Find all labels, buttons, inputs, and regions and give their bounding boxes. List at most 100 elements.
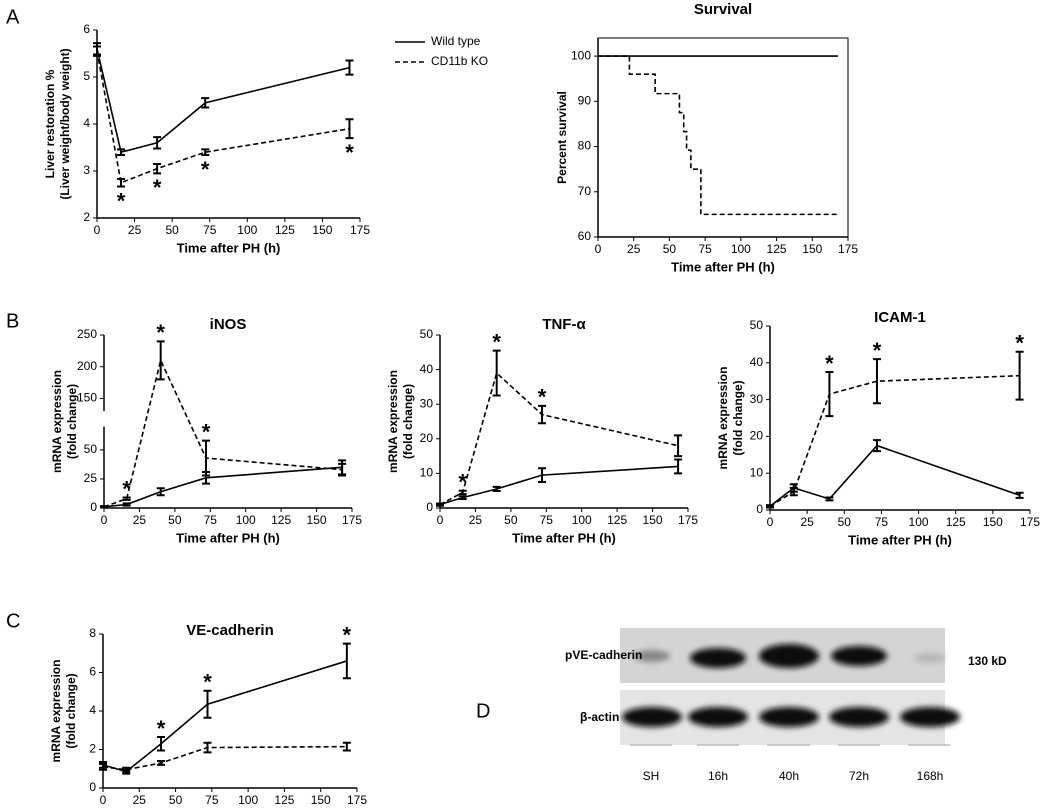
- y-tick-label: 30: [420, 396, 434, 410]
- x-tick-label: 100: [572, 513, 592, 527]
- significance-mark: *: [343, 622, 352, 647]
- panel-label: D: [476, 700, 490, 722]
- y-tick-label: 70: [578, 184, 592, 198]
- x-tick-label: 75: [203, 223, 217, 237]
- error-bar: [153, 162, 162, 175]
- legend-label: CD11b KO: [431, 54, 488, 68]
- error-bar: [825, 496, 834, 502]
- x-tick-label: 150: [312, 223, 332, 237]
- error-bar: [156, 487, 165, 497]
- series-line: [103, 357, 343, 508]
- blot-band: [622, 707, 682, 727]
- plot-frame: [597, 37, 849, 238]
- error-bar: [674, 458, 683, 475]
- x-tick-label: 50: [169, 793, 183, 807]
- y-tick-label: 3: [83, 163, 90, 177]
- lane-label: 16h: [708, 769, 728, 783]
- y-tick-label: 250: [77, 327, 97, 341]
- y-tick-label: 6: [89, 665, 96, 679]
- x-tick-label: 175: [347, 793, 367, 807]
- x-tick-label: 0: [94, 223, 101, 237]
- error-bar: [342, 741, 351, 752]
- y-tick-label: 50: [750, 318, 764, 332]
- x-tick-label: 75: [698, 242, 712, 256]
- y-tick-label: 4: [83, 116, 90, 130]
- significance-mark: *: [153, 175, 162, 200]
- significance-mark: *: [201, 157, 210, 182]
- x-tick-label: 175: [350, 223, 370, 237]
- chart-title: ICAM-1: [874, 309, 926, 326]
- y-tick-label: 2: [83, 210, 90, 224]
- blot-band: [829, 707, 889, 727]
- x-tick-label: 25: [128, 223, 142, 237]
- error-bar: [157, 735, 166, 752]
- error-bar: [99, 762, 107, 771]
- y-tick-label: 6: [83, 22, 90, 36]
- x-tick-label: 150: [643, 513, 663, 527]
- panel-label: B: [6, 310, 19, 332]
- error-bar: [1015, 491, 1024, 499]
- error-bar: [117, 177, 126, 188]
- blot-band: [831, 646, 887, 666]
- error-bar: [766, 504, 774, 509]
- x-tick-label: 75: [204, 513, 218, 527]
- error-bar: [117, 148, 126, 157]
- error-bar: [825, 371, 834, 418]
- x-tick-label: 0: [101, 513, 108, 527]
- y-tick-label: 5: [83, 69, 90, 83]
- x-tick-label: 25: [469, 513, 483, 527]
- y-tick-label: 20: [420, 431, 434, 445]
- series-line: [598, 55, 838, 216]
- significance-mark: *: [538, 385, 547, 410]
- significance-mark: *: [156, 320, 165, 345]
- x-tick-label: 100: [238, 793, 258, 807]
- error-bar: [345, 118, 354, 140]
- significance-mark: *: [157, 716, 166, 741]
- error-bar: [872, 439, 881, 453]
- x-tick-label: 150: [311, 793, 331, 807]
- significance-mark: *: [122, 476, 131, 501]
- error-bar: [1015, 350, 1024, 401]
- x-tick-label: 50: [168, 513, 182, 527]
- row-label: β-actin: [580, 710, 619, 724]
- x-tick-label: 100: [237, 223, 257, 237]
- y-axis-label: (fold change): [401, 384, 415, 459]
- y-tick-label: 60: [578, 229, 592, 243]
- blot-band: [759, 644, 819, 668]
- x-tick-label: 150: [307, 513, 327, 527]
- significance-mark: *: [825, 351, 834, 376]
- error-bar: [492, 349, 501, 397]
- significance-mark: *: [202, 419, 211, 444]
- panel-label: C: [6, 610, 20, 632]
- x-axis-label: Time after PH (h): [512, 530, 616, 545]
- error-bar: [345, 59, 354, 76]
- error-bar: [157, 760, 166, 766]
- error-bar: [674, 434, 683, 458]
- error-bar: [201, 97, 210, 109]
- significance-mark: *: [117, 188, 126, 213]
- error-bar: [122, 766, 131, 773]
- legend-label: Wild type: [431, 34, 481, 48]
- y-tick-label: 10: [750, 465, 764, 479]
- y-tick-label: 150: [77, 391, 97, 405]
- chart-title: Survival: [694, 1, 752, 18]
- x-tick-label: 0: [595, 242, 602, 256]
- error-bar: [872, 358, 881, 405]
- lane-label: 72h: [849, 769, 869, 783]
- significance-mark: *: [458, 470, 467, 495]
- y-tick-label: 30: [750, 392, 764, 406]
- blot-band: [634, 650, 670, 662]
- lane-label: 40h: [779, 769, 799, 783]
- y-axis-label: mRNA expression: [50, 370, 64, 473]
- series-line: [96, 51, 350, 184]
- x-tick-label: 175: [1020, 515, 1040, 529]
- y-axis-label: (fold change): [64, 673, 78, 748]
- x-tick-label: 125: [767, 242, 787, 256]
- series-line: [769, 374, 1020, 508]
- error-bar: [342, 642, 351, 680]
- y-tick-label: 0: [426, 500, 433, 514]
- y-tick-label: 0: [756, 502, 763, 516]
- x-tick-label: 50: [663, 242, 677, 256]
- size-label: 130 kD: [968, 654, 1007, 668]
